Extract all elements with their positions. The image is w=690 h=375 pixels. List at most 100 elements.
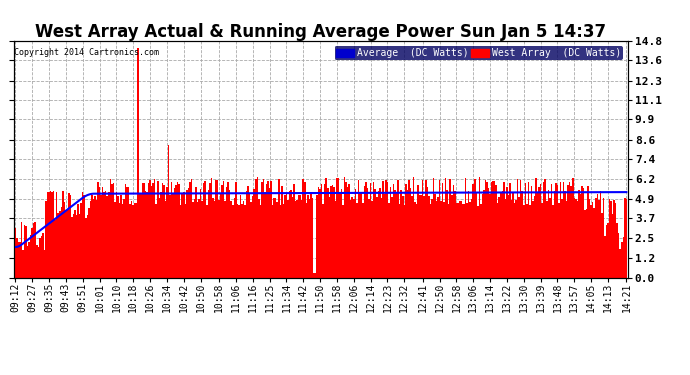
- Bar: [184, 204, 186, 278]
- Bar: [566, 201, 567, 278]
- Bar: [408, 180, 410, 278]
- Bar: [324, 184, 326, 278]
- Bar: [42, 232, 43, 278]
- Bar: [82, 192, 83, 278]
- Bar: [526, 204, 528, 278]
- Bar: [229, 190, 230, 278]
- Bar: [373, 182, 375, 278]
- Bar: [455, 203, 457, 278]
- Bar: [506, 187, 508, 278]
- Bar: [509, 183, 511, 278]
- Bar: [90, 201, 91, 278]
- Bar: [241, 204, 243, 278]
- Bar: [388, 203, 390, 278]
- Bar: [95, 196, 96, 278]
- Bar: [573, 198, 575, 278]
- Bar: [37, 248, 39, 278]
- Bar: [174, 188, 175, 278]
- Bar: [152, 183, 154, 278]
- Bar: [503, 182, 504, 278]
- Bar: [504, 199, 506, 278]
- Bar: [210, 178, 212, 278]
- Bar: [308, 199, 310, 278]
- Bar: [267, 181, 269, 278]
- Bar: [379, 188, 381, 278]
- Bar: [528, 182, 529, 278]
- Bar: [119, 203, 120, 278]
- Bar: [275, 198, 277, 278]
- Bar: [416, 204, 417, 278]
- Bar: [414, 202, 416, 278]
- Bar: [161, 183, 163, 278]
- Bar: [502, 191, 503, 278]
- Bar: [117, 196, 119, 278]
- Bar: [613, 200, 615, 278]
- Bar: [208, 190, 209, 278]
- Bar: [571, 186, 572, 278]
- Bar: [337, 178, 339, 278]
- Bar: [247, 186, 249, 278]
- Bar: [121, 204, 124, 278]
- Bar: [238, 206, 239, 278]
- Bar: [368, 199, 370, 278]
- Bar: [19, 242, 21, 278]
- Bar: [104, 192, 105, 278]
- Bar: [221, 185, 223, 278]
- Bar: [381, 198, 382, 278]
- Bar: [235, 183, 237, 278]
- Bar: [543, 182, 544, 278]
- Bar: [116, 192, 117, 278]
- Bar: [602, 198, 604, 278]
- Bar: [302, 179, 304, 278]
- Bar: [226, 186, 228, 278]
- Bar: [88, 209, 90, 278]
- Bar: [22, 250, 23, 278]
- Bar: [233, 198, 235, 278]
- Bar: [397, 180, 399, 278]
- Bar: [99, 187, 100, 278]
- Bar: [589, 199, 591, 278]
- Bar: [189, 182, 190, 278]
- Bar: [140, 193, 141, 278]
- Bar: [411, 196, 413, 278]
- Bar: [498, 197, 500, 278]
- Bar: [468, 191, 469, 278]
- Bar: [520, 180, 522, 278]
- Bar: [77, 204, 79, 278]
- Bar: [524, 183, 526, 278]
- Bar: [346, 182, 347, 278]
- Bar: [172, 194, 174, 278]
- Bar: [435, 201, 437, 278]
- Bar: [538, 187, 540, 278]
- Bar: [28, 242, 30, 278]
- Bar: [41, 236, 42, 278]
- Bar: [417, 184, 419, 278]
- Bar: [169, 195, 170, 278]
- Bar: [243, 201, 244, 278]
- Bar: [335, 201, 336, 278]
- Bar: [91, 195, 92, 278]
- Bar: [321, 184, 322, 278]
- Bar: [264, 192, 266, 278]
- Bar: [195, 187, 197, 278]
- Bar: [344, 177, 346, 278]
- Bar: [203, 183, 204, 278]
- Bar: [47, 192, 48, 278]
- Bar: [146, 192, 148, 278]
- Bar: [560, 182, 561, 278]
- Bar: [200, 189, 201, 278]
- Bar: [30, 236, 32, 278]
- Bar: [126, 187, 128, 278]
- Bar: [175, 185, 177, 278]
- Bar: [328, 197, 330, 278]
- Bar: [92, 199, 95, 278]
- Bar: [315, 273, 316, 278]
- Bar: [188, 188, 189, 278]
- Bar: [212, 198, 214, 278]
- Bar: [564, 191, 566, 278]
- Bar: [385, 180, 386, 278]
- Bar: [607, 224, 609, 278]
- Bar: [621, 242, 622, 278]
- Bar: [404, 205, 405, 278]
- Bar: [583, 188, 584, 278]
